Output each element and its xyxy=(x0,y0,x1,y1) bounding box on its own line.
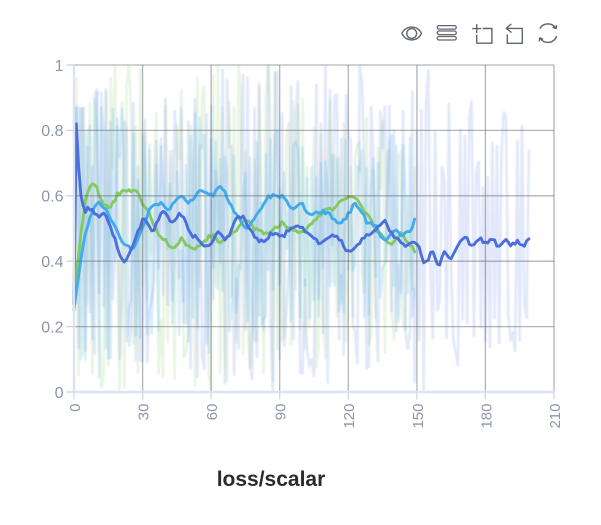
svg-text:0: 0 xyxy=(55,385,64,402)
svg-text:0.6: 0.6 xyxy=(41,189,63,206)
svg-text:30: 30 xyxy=(136,404,153,421)
svg-text:90: 90 xyxy=(273,404,290,421)
svg-text:210: 210 xyxy=(547,404,564,429)
svg-text:0.2: 0.2 xyxy=(41,319,63,336)
svg-text:0.8: 0.8 xyxy=(41,123,63,140)
svg-text:0.4: 0.4 xyxy=(41,254,63,271)
svg-text:0: 0 xyxy=(67,404,84,412)
svg-text:60: 60 xyxy=(204,404,221,421)
svg-text:loss/scalar: loss/scalar xyxy=(217,468,326,491)
svg-text:120: 120 xyxy=(341,404,358,429)
svg-text:180: 180 xyxy=(478,404,495,429)
svg-text:1: 1 xyxy=(55,58,64,75)
svg-text:150: 150 xyxy=(410,404,427,429)
